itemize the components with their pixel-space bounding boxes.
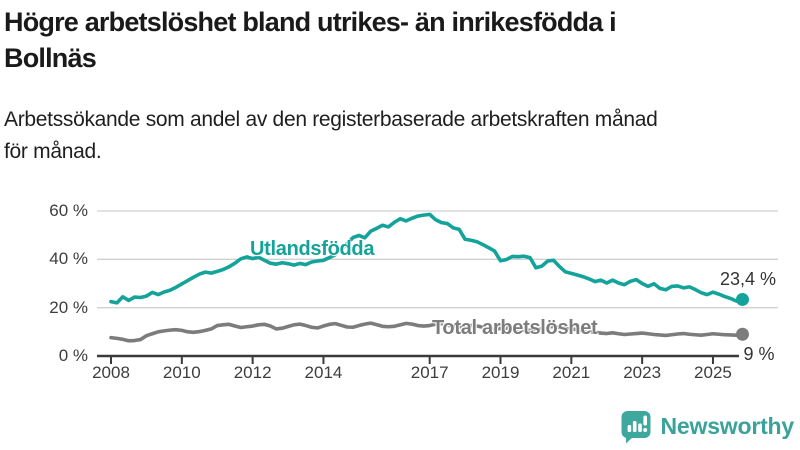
y-axis-label-60: 60 % <box>49 200 88 220</box>
series-end-dot-total <box>735 327 749 341</box>
y-axis-label-20: 20 % <box>49 297 88 317</box>
series-line-utlandsfodda <box>109 212 745 305</box>
x-axis-label-2019: 2019 <box>481 363 520 382</box>
x-axis-label-2017: 2017 <box>410 363 449 382</box>
y-axis-label-40: 40 % <box>49 249 88 269</box>
x-axis-label-2014: 2014 <box>304 363 343 382</box>
series-line-total <box>109 321 745 343</box>
series-label-utlandsfodda: Utlandsfödda <box>250 238 375 260</box>
end-value-label-utlandsfodda: 23,4 % <box>719 269 776 289</box>
bar-chart-speech-bubble-icon <box>621 411 651 444</box>
series-end-dot-utlandsfodda <box>735 292 749 306</box>
x-axis-label-2021: 2021 <box>552 363 591 382</box>
x-axis-label-2010: 2010 <box>162 363 201 382</box>
x-axis-label-2008: 2008 <box>92 363 130 382</box>
y-axis-label-0: 0 % <box>58 346 88 365</box>
subtitle-line-1: Arbetssökande som andel av den registerb… <box>4 108 658 131</box>
chart-subtitle: Arbetssökande som andel av den registerb… <box>4 104 794 168</box>
x-axis-label-2025: 2025 <box>694 363 732 382</box>
title-line-2: Bollnäs <box>4 43 97 73</box>
page-title: Högre arbetslöshet bland utrikes- än inr… <box>4 4 784 76</box>
newsworthy-logo[interactable]: Newsworthy <box>619 406 794 446</box>
x-axis-label-2012: 2012 <box>233 363 272 382</box>
newsworthy-logo-text: Newsworthy <box>660 412 795 439</box>
end-value-label-total: 9 % <box>739 344 779 365</box>
subtitle-line-2: för månad. <box>4 140 102 163</box>
title-line-1: Högre arbetslöshet bland utrikes- än inr… <box>4 7 617 37</box>
x-axis-label-2023: 2023 <box>623 363 662 382</box>
series-label-total-arbetsloshet: Total arbetslöshet <box>432 317 598 339</box>
